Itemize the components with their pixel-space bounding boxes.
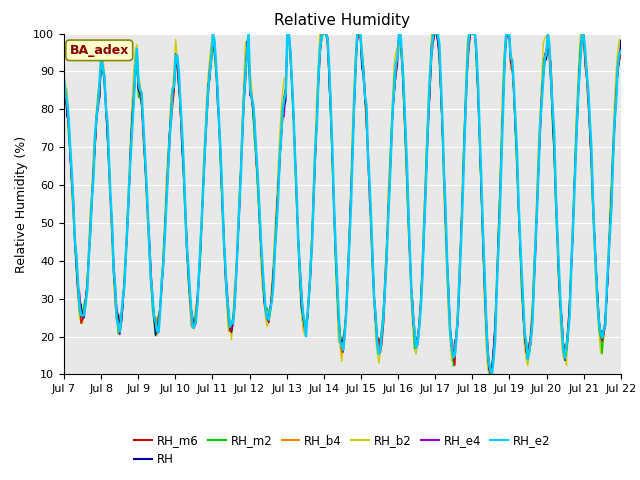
Title: Relative Humidity: Relative Humidity — [275, 13, 410, 28]
Legend: RH_m6, RH, RH_m2, RH_b4, RH_b2, RH_e4, RH_e2: RH_m6, RH, RH_m2, RH_b4, RH_b2, RH_e4, R… — [130, 430, 555, 471]
Y-axis label: Relative Humidity (%): Relative Humidity (%) — [15, 135, 28, 273]
Text: BA_adex: BA_adex — [70, 44, 129, 57]
